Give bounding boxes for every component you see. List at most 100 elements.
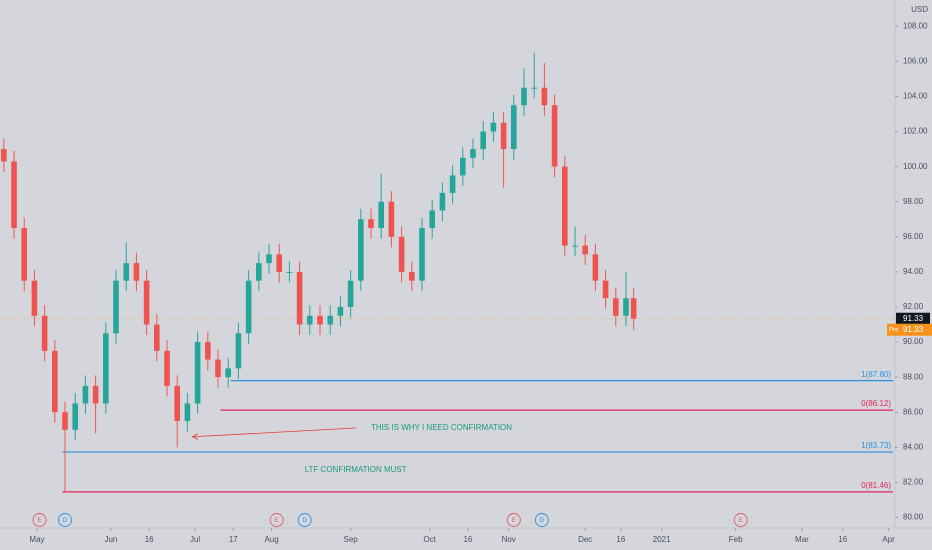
candle-body: [235, 333, 242, 369]
level-label: 0(81.46): [861, 481, 891, 490]
event-marker: [32, 513, 47, 527]
event-label: E: [38, 518, 42, 524]
candle-body: [205, 342, 211, 360]
candle-body: [358, 219, 364, 281]
x-tick-label: Aug: [264, 535, 278, 544]
candle-body: [327, 315, 334, 325]
candle-body: [510, 105, 517, 150]
candle-body: [378, 201, 385, 229]
premarket-tag: Pre: [889, 327, 899, 333]
x-tick-label: May: [29, 535, 44, 544]
candle-body: [439, 192, 446, 211]
y-tick-label: 90.00: [903, 337, 924, 346]
premarket-box: [887, 323, 932, 336]
candle-body: [194, 342, 201, 404]
event-label: D: [303, 518, 308, 524]
candle-body: [429, 210, 436, 229]
candle-body: [11, 161, 17, 229]
level-label: 1(87.80): [861, 370, 891, 379]
candle-body: [82, 385, 89, 404]
x-tick-label: Apr: [882, 535, 895, 544]
event-marker: [534, 513, 549, 527]
candle-body: [630, 298, 637, 319]
x-tick-label: Oct: [423, 535, 436, 544]
candle-body: [296, 271, 303, 325]
candle-body: [623, 298, 629, 316]
candle-body: [123, 263, 130, 281]
event-marker: [58, 513, 72, 527]
candle-body: [541, 87, 548, 106]
y-tick-label: 88.00: [903, 372, 924, 381]
candle-body: [286, 271, 293, 273]
premarket-value: 91.33: [903, 325, 924, 334]
level-label: 1(83.73): [861, 441, 891, 450]
candle-body: [276, 254, 283, 272]
candle-body: [143, 280, 150, 325]
candle-body: [92, 385, 99, 404]
x-tick-label: Jun: [104, 535, 117, 544]
y-tick-label: 80.00: [903, 513, 924, 522]
candle-body: [490, 122, 497, 132]
y-tick-label: 94.00: [903, 267, 924, 276]
candle-body: [225, 368, 232, 378]
candle-body: [62, 412, 68, 430]
last-price-label: 91.33: [903, 314, 924, 323]
event-marker: [506, 513, 521, 527]
event-label: D: [63, 518, 68, 524]
event-marker: [269, 513, 284, 527]
candle-body: [103, 333, 109, 404]
candle-body: [592, 254, 599, 281]
candle-body: [582, 245, 588, 255]
candle-body: [398, 236, 405, 272]
candle-body: [337, 306, 344, 316]
event-label: E: [512, 518, 516, 524]
x-tick-label: Jul: [190, 535, 200, 544]
y-tick-label: 100.00: [903, 162, 928, 171]
x-tick-label: Dec: [578, 535, 592, 544]
arrow-head: [191, 433, 199, 440]
candle-body: [1, 149, 7, 162]
candle-body: [551, 105, 558, 167]
annotation: LTF CONFIRMATION MUST: [305, 465, 407, 474]
candle-body: [184, 403, 191, 421]
y-tick-label: 108.00: [903, 21, 928, 30]
annotation: THIS IS WHY I NEED CONFIRMATION: [371, 423, 512, 432]
event-marker: [297, 513, 312, 527]
candle-body: [154, 324, 160, 351]
level-label: 0(86.12): [861, 399, 891, 408]
candle-body: [21, 228, 28, 281]
x-tick-label: 16: [463, 535, 472, 544]
candle-body: [317, 315, 323, 325]
candle-body: [500, 122, 507, 150]
event-label: D: [540, 518, 545, 524]
candle-body: [245, 280, 252, 334]
candle-body: [612, 298, 619, 316]
candle-body: [72, 403, 79, 430]
annotation-arrow: [192, 427, 356, 438]
candle-body: [307, 315, 313, 325]
x-tick-label: 17: [229, 535, 238, 544]
x-tick-label: Nov: [502, 535, 516, 544]
x-tick-label: 16: [838, 535, 847, 544]
last-price-box: [896, 312, 930, 325]
candle-body: [164, 350, 170, 386]
candle-body: [459, 157, 466, 176]
candle-body: [388, 201, 395, 237]
candle-body: [31, 280, 38, 316]
candle-body: [174, 385, 181, 421]
candle-body: [133, 263, 140, 281]
y-tick-label: 106.00: [903, 57, 928, 66]
y-tick-label: 96.00: [903, 232, 924, 241]
candle-body: [572, 245, 578, 247]
candle-body: [408, 271, 415, 281]
candle-body: [561, 166, 568, 246]
candle-body: [113, 280, 119, 334]
candle-body: [256, 263, 262, 281]
x-tick-label: Sep: [343, 535, 358, 544]
x-tick-label: Mar: [795, 535, 809, 544]
event-label: E: [275, 518, 279, 524]
unit-label: USD: [911, 5, 928, 14]
